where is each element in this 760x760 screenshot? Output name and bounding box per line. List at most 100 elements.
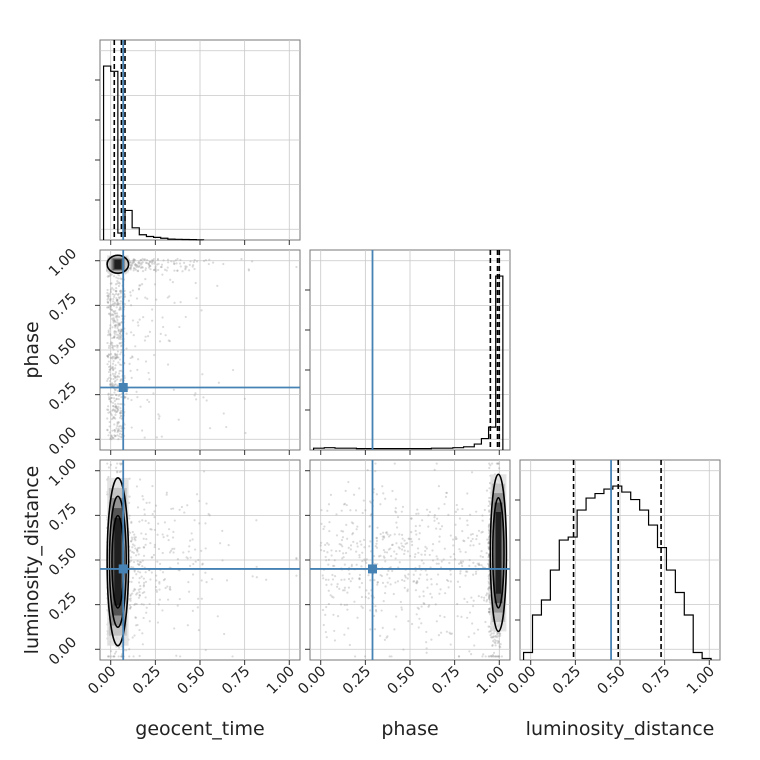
sample-point	[361, 606, 364, 609]
sample-point	[396, 580, 400, 583]
sample-point	[112, 417, 115, 420]
sample-point	[107, 296, 110, 300]
sample-point	[110, 414, 113, 417]
sample-point	[120, 363, 123, 367]
sample-point	[187, 590, 191, 593]
sample-point	[145, 606, 148, 609]
sample-point	[456, 580, 460, 583]
sample-point	[372, 554, 376, 558]
sample-point	[120, 435, 123, 438]
sample-point	[130, 566, 133, 569]
sample-point	[109, 307, 112, 311]
sample-point	[148, 260, 151, 264]
sample-point	[155, 574, 158, 577]
sample-point	[382, 492, 385, 495]
sample-point	[120, 277, 123, 281]
sample-point	[174, 259, 177, 262]
sample-point	[472, 544, 475, 547]
sample-point	[411, 622, 414, 626]
sample-point	[346, 591, 349, 594]
sample-point	[403, 549, 406, 552]
sample-point	[116, 336, 120, 339]
sample-point	[400, 542, 403, 545]
sample-point	[329, 594, 332, 597]
sample-point	[184, 268, 187, 271]
sample-point	[384, 585, 387, 588]
sample-point	[142, 537, 145, 540]
sample-point	[112, 344, 115, 348]
sample-point	[113, 429, 116, 432]
sample-point	[112, 405, 115, 408]
sample-point	[117, 333, 120, 337]
sample-point	[171, 547, 174, 550]
density-cell	[495, 512, 502, 594]
sample-point	[223, 632, 226, 636]
sample-point	[204, 522, 207, 525]
sample-point	[477, 594, 480, 598]
sample-point	[106, 288, 109, 292]
sample-point	[113, 383, 116, 386]
sample-point	[186, 504, 189, 507]
sample-point	[356, 525, 359, 528]
density-cell	[114, 518, 122, 606]
sample-point	[355, 563, 358, 566]
sample-point	[116, 344, 119, 347]
sample-point	[406, 590, 409, 593]
x-tick-label: 0.00	[505, 664, 539, 698]
sample-point	[120, 436, 123, 439]
sample-point	[111, 409, 114, 412]
sample-point	[114, 409, 117, 412]
sample-point	[395, 526, 399, 529]
sample-point	[167, 339, 170, 342]
sample-point	[109, 290, 112, 294]
sample-point	[461, 564, 464, 567]
sample-point	[178, 262, 182, 265]
sample-point	[295, 556, 298, 560]
sample-point	[134, 345, 137, 348]
sample-point	[336, 585, 339, 588]
sample-point	[469, 533, 473, 536]
sample-point	[130, 540, 133, 543]
sample-point	[344, 489, 347, 492]
sample-point	[161, 609, 164, 612]
sample-point	[445, 491, 448, 494]
sample-point	[110, 343, 113, 347]
sample-point	[461, 560, 465, 563]
sample-point	[492, 632, 495, 635]
sample-point	[119, 295, 123, 298]
sample-point	[130, 559, 133, 562]
sample-point	[128, 648, 131, 651]
sample-point	[131, 592, 134, 595]
sample-point	[114, 375, 117, 378]
sample-point	[132, 560, 136, 564]
sample-point	[151, 319, 154, 322]
sample-point	[116, 282, 119, 285]
sample-point	[107, 356, 110, 359]
sample-point	[219, 542, 222, 545]
sample-point	[487, 504, 490, 508]
sample-point	[132, 267, 136, 270]
sample-point	[114, 364, 117, 367]
sample-point	[178, 325, 181, 329]
sample-point	[191, 538, 194, 541]
sample-point	[153, 353, 156, 357]
sample-point	[112, 336, 116, 339]
xlabel-geocent-time: geocent_time	[135, 718, 264, 740]
sample-point	[341, 589, 345, 592]
sample-point	[196, 606, 199, 609]
sample-point	[137, 547, 140, 550]
histogram-phase	[312, 275, 504, 450]
sample-point	[111, 362, 115, 365]
x-tick-label: 1.00	[264, 664, 298, 698]
sample-point	[107, 392, 110, 395]
sample-point	[243, 397, 246, 400]
sample-point	[130, 398, 133, 402]
sample-point	[113, 318, 116, 321]
sample-point	[140, 263, 143, 266]
sample-point	[148, 620, 151, 623]
sample-point	[114, 289, 117, 293]
x-tick-label: 0.50	[385, 664, 419, 698]
sample-point	[173, 262, 176, 265]
sample-point	[342, 503, 346, 506]
sample-point	[426, 578, 429, 581]
